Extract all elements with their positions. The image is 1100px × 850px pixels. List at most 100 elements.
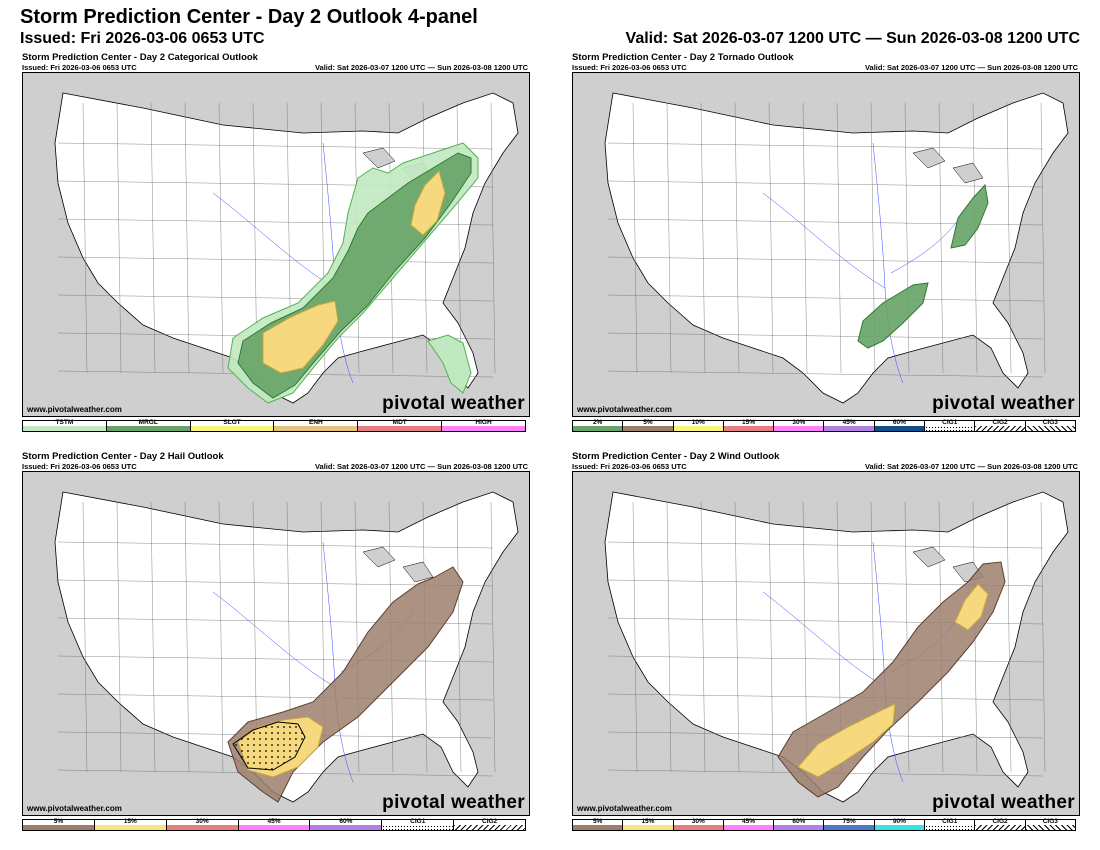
legend-item: 30% — [774, 419, 825, 431]
legend-item: 45% — [723, 818, 775, 830]
legend-label: 60% — [892, 419, 906, 426]
legend-label: 30% — [195, 818, 209, 825]
state-lines — [607, 102, 1046, 378]
legend-item: 90% — [874, 818, 926, 830]
map-hail[interactable]: www.pivotalweather.com pivotal weather — [22, 471, 530, 816]
legend-swatch — [975, 426, 1025, 431]
slgt-area — [410, 170, 446, 236]
legend-label: CIG2 — [992, 818, 1008, 825]
tornado-2pct-north — [950, 183, 989, 249]
logo-text: pivotal weather — [382, 393, 525, 414]
panel-issued: Issued: Fri 2026-03-06 0653 UTC — [572, 63, 687, 72]
panel-title: Storm Prediction Center - Day 2 Tornado … — [572, 52, 794, 63]
legend-item: MRGL — [106, 419, 191, 431]
panel-hail: Storm Prediction Center - Day 2 Hail Out… — [20, 451, 530, 849]
issued-time: Issued: Fri 2026-03-06 0653 UTC — [20, 30, 265, 47]
legend-swatch — [874, 426, 925, 431]
legend-label: SLGT — [223, 419, 241, 426]
legend-item: 30% — [166, 818, 239, 830]
logo-text: pivotal weather — [382, 792, 525, 813]
legend-item: SLGT — [190, 419, 275, 431]
legend-item: 45% — [238, 818, 311, 830]
legend-swatch — [190, 426, 274, 431]
legend-swatch — [723, 825, 774, 830]
logo-text: pivotal weather — [932, 792, 1075, 813]
site-url: www.pivotalweather.com — [27, 804, 122, 813]
legend-label: 45% — [267, 818, 281, 825]
legend-item: 10% — [673, 419, 724, 431]
legend-swatch — [925, 825, 975, 830]
legend-swatch — [23, 426, 106, 431]
legend-label: CIG1 — [942, 818, 958, 825]
legend-swatch — [94, 825, 166, 830]
map-wind[interactable]: www.pivotalweather.com pivotal weather — [572, 471, 1080, 816]
legend-swatch — [723, 426, 774, 431]
legend-swatch — [975, 825, 1025, 830]
map-categorical[interactable]: www.pivotalweather.com pivotal weather — [22, 72, 530, 417]
site-url: www.pivotalweather.com — [27, 405, 122, 414]
panel-title: Storm Prediction Center - Day 2 Categori… — [22, 52, 258, 63]
legend-label: ENH — [309, 419, 323, 426]
legend-item: 5% — [23, 818, 95, 830]
legend-label: 2% — [592, 419, 603, 426]
legend-label: 60% — [792, 818, 806, 825]
wind-15pct-north — [954, 583, 989, 631]
legend-item: 60% — [310, 818, 383, 830]
legend-swatch — [23, 825, 94, 830]
legend-swatch — [274, 426, 358, 431]
legend: 5% 15% 30% 45% 60% 75% 90% CIG1 CIG2 CIG3 — [572, 818, 1076, 831]
legend-item: ENH — [274, 419, 359, 431]
legend-item: 5% — [573, 818, 624, 830]
panel-issued: Issued: Fri 2026-03-06 0653 UTC — [22, 462, 137, 471]
legend-swatch — [925, 426, 975, 431]
legend-label: 5% — [53, 818, 64, 825]
legend-swatch — [623, 825, 673, 830]
legend-swatch — [238, 825, 310, 830]
tstm-florida — [427, 334, 472, 394]
legend-item: 15% — [94, 818, 167, 830]
legend-item: 5% — [623, 419, 674, 431]
page-title: Storm Prediction Center - Day 2 Outlook … — [20, 6, 478, 28]
legend-swatch — [673, 426, 723, 431]
legend-label: MDT — [392, 419, 407, 426]
legend-item: CIG1 — [925, 818, 976, 830]
legend-label: 90% — [892, 818, 906, 825]
legend-item: 60% — [874, 419, 926, 431]
legend-item: CIG2 — [454, 818, 526, 830]
legend-item: CIG1 — [925, 419, 976, 431]
great-lakes — [362, 546, 434, 583]
legend-swatch — [310, 825, 382, 830]
legend-label: 15% — [641, 818, 655, 825]
great-lakes — [912, 147, 984, 184]
legend-item: 15% — [723, 419, 775, 431]
legend-label: 75% — [842, 818, 856, 825]
legend-swatch — [824, 825, 874, 830]
panel-valid: Valid: Sat 2026-03-07 1200 UTC — Sun 202… — [314, 462, 528, 471]
panel-issued: Issued: Fri 2026-03-06 0653 UTC — [572, 462, 687, 471]
legend-swatch — [774, 825, 824, 830]
legend-label: 60% — [339, 818, 353, 825]
panel-valid: Valid: Sat 2026-03-07 1200 UTC — Sun 202… — [864, 462, 1078, 471]
legend-item: 30% — [673, 818, 724, 830]
legend-label: 5% — [643, 419, 653, 426]
legend-label: TSTM — [55, 419, 74, 426]
map-tornado[interactable]: www.pivotalweather.com pivotal weather — [572, 72, 1080, 417]
legend-label: 10% — [691, 419, 705, 426]
legend-item: MDT — [358, 419, 443, 431]
legend-label: CIG2 — [992, 419, 1008, 426]
panel-valid: Valid: Sat 2026-03-07 1200 UTC — Sun 202… — [864, 63, 1078, 72]
legend-swatch — [1025, 426, 1075, 431]
legend-label: CIG3 — [1042, 818, 1058, 825]
legend-swatch — [573, 426, 623, 431]
panel-issued: Issued: Fri 2026-03-06 0653 UTC — [22, 63, 137, 72]
legend-label: 45% — [842, 419, 856, 426]
logo-text: pivotal weather — [932, 393, 1075, 414]
legend-swatch — [382, 825, 454, 830]
wind-15pct-south — [797, 703, 896, 778]
site-url: www.pivotalweather.com — [577, 405, 672, 414]
legend-label: CIG3 — [1042, 419, 1058, 426]
panel-wind: Storm Prediction Center - Day 2 Wind Out… — [570, 451, 1080, 849]
hail-cig1 — [232, 721, 306, 771]
legend-label: CIG2 — [482, 818, 498, 825]
legend-swatch — [106, 426, 190, 431]
